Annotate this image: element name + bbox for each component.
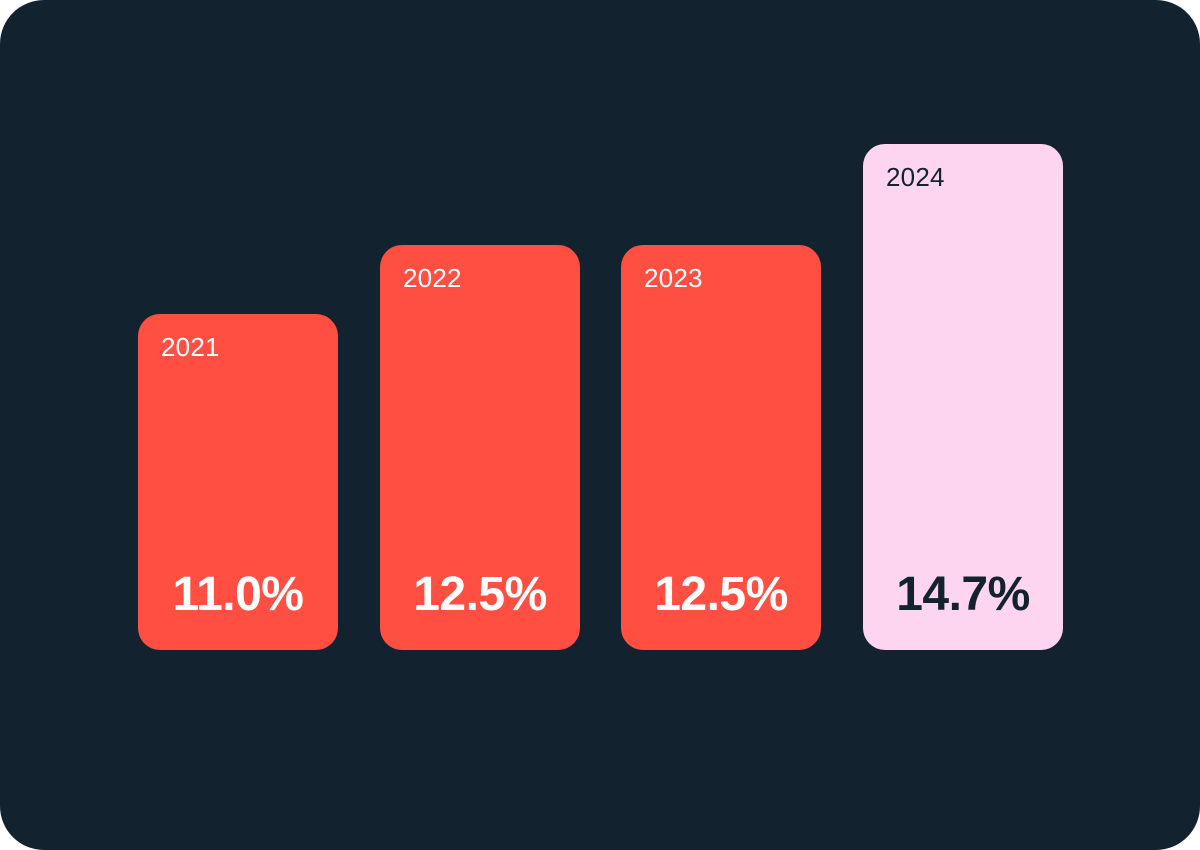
bar-year-label: 2023 <box>644 263 703 293</box>
bar-value-label: 12.5% <box>654 568 788 621</box>
bar-2024: 2024 14.7% <box>863 144 1063 650</box>
bar-2021: 2021 11.0% <box>138 314 338 650</box>
bar-year-label: 2022 <box>403 263 462 293</box>
bar-year-label: 2021 <box>161 332 220 362</box>
bar-year-label: 2024 <box>886 162 945 192</box>
bar-value-label: 11.0% <box>172 568 304 621</box>
bar-value-label: 12.5% <box>413 568 547 621</box>
bar-2022: 2022 12.5% <box>380 245 580 650</box>
bar-value-label: 14.7% <box>896 568 1030 621</box>
bar-2023: 2023 12.5% <box>621 245 821 650</box>
